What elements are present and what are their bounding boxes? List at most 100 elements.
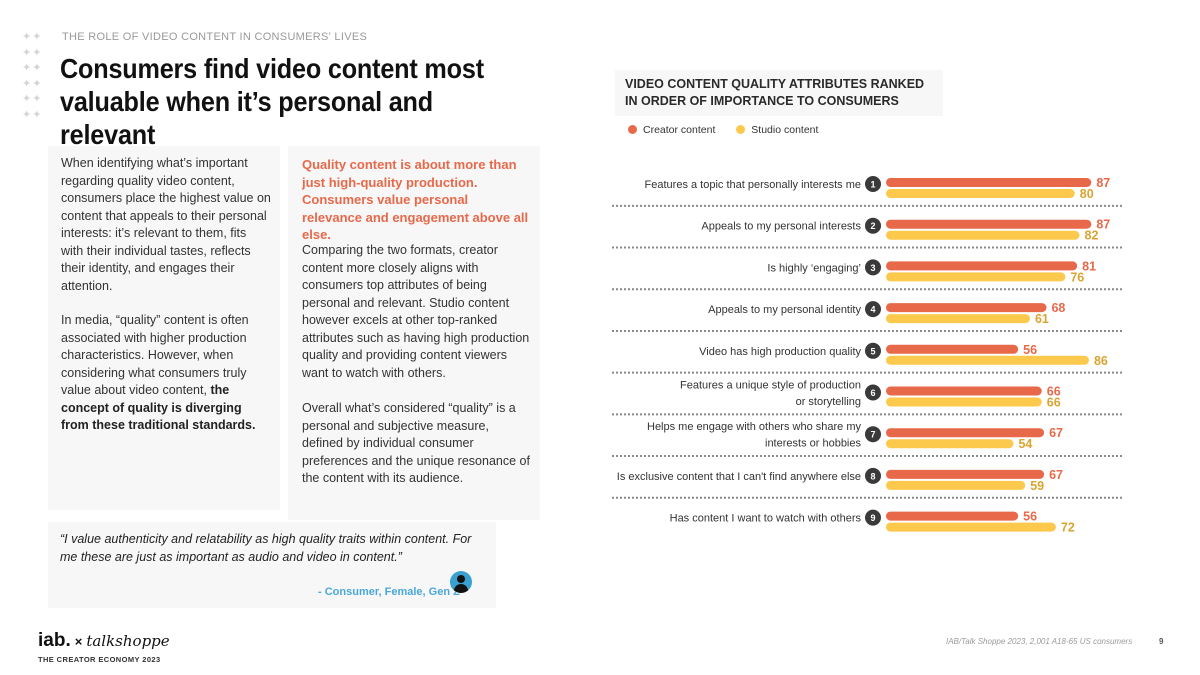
studio-value-label: 76	[1070, 270, 1084, 284]
rank-number: 8	[870, 471, 875, 481]
rank-badge	[865, 426, 881, 443]
category-label-line: Is highly ‘engaging’	[767, 262, 861, 274]
rank-number: 4	[870, 305, 875, 315]
rank-badge	[865, 217, 881, 234]
rank-badge	[865, 301, 881, 318]
logo-separator: ×	[74, 634, 83, 649]
studio-value-label: 66	[1047, 396, 1061, 410]
creator-bar	[886, 511, 1019, 521]
attribute-bar-chart: Features a topic that personally interes…	[612, 176, 1124, 535]
studio-value-label: 82	[1085, 229, 1099, 243]
category-label: Features a topic that personally interes…	[645, 179, 861, 191]
legend-label-creator: Creator content	[643, 124, 716, 136]
studio-value-label: 72	[1061, 521, 1075, 535]
decorative-dot-grid: ✦✦ ✦✦ ✦✦ ✦✦ ✦✦ ✦✦	[22, 31, 43, 121]
creator-value-label: 67	[1049, 426, 1063, 440]
creator-value-label: 56	[1023, 510, 1037, 524]
category-label: Has content I want to watch with others	[670, 513, 862, 525]
rank-number: 5	[870, 346, 875, 356]
page-number: 9	[1159, 637, 1164, 646]
category-label-line: Is exclusive content that I can't find a…	[617, 471, 861, 483]
studio-bar	[886, 439, 1014, 449]
creator-bar	[886, 469, 1045, 479]
category-label-line: or storytelling	[796, 396, 861, 408]
category-label: Video has high production quality	[699, 346, 861, 358]
category-label: Is exclusive content that I can't find a…	[617, 471, 861, 483]
left-paragraph-2: In media, “quality” content is often ass…	[61, 312, 271, 435]
person-icon	[450, 571, 472, 593]
studio-bar	[886, 355, 1089, 365]
creator-bar	[886, 178, 1092, 187]
creator-bar	[886, 303, 1047, 313]
studio-bar	[886, 522, 1056, 532]
creator-bar	[886, 386, 1042, 396]
left-paragraph-1: When identifying what’s important regard…	[61, 156, 271, 293]
category-label-line: Appeals to my personal identity	[708, 304, 861, 316]
category-label-line: Features a topic that personally interes…	[645, 179, 861, 191]
rank-number: 6	[870, 388, 875, 398]
creator-value-label: 66	[1047, 385, 1061, 399]
category-label: Appeals to my personal identity	[708, 304, 861, 316]
studio-bar	[886, 272, 1066, 282]
rank-badge	[865, 259, 881, 276]
studio-value-label: 59	[1030, 479, 1044, 493]
creator-value-label: 81	[1082, 259, 1096, 273]
category-label-line: Helps me engage with others who share my	[647, 421, 861, 433]
category-label: Appeals to my personal interests	[701, 221, 861, 233]
chart-title: VIDEO CONTENT QUALITY ATTRIBUTES RANKED …	[625, 77, 925, 108]
left-text-panel	[48, 146, 280, 510]
category-label-line: Appeals to my personal interests	[701, 221, 861, 233]
rank-number: 7	[870, 430, 875, 440]
highlight-statement: Quality content is about more than just …	[302, 157, 529, 242]
rank-number: 1	[870, 180, 875, 190]
category-label-line: Video has high production quality	[699, 346, 861, 358]
studio-value-label: 80	[1080, 187, 1094, 201]
category-label: Is highly ‘engaging’	[767, 262, 861, 274]
category-label: Helps me engage with others who share my…	[647, 421, 861, 450]
chart-legend: Creator content Studio content	[628, 124, 836, 136]
middle-paragraph-1: Comparing the two formats, creator conte…	[302, 243, 530, 380]
source-note: IAB/Talk Shoppe 2023, 2,001 A18-65 US co…	[946, 637, 1133, 646]
studio-bar	[886, 230, 1080, 240]
rank-number: 9	[870, 513, 875, 523]
creator-value-label: 87	[1096, 176, 1110, 190]
legend-item-creator: Creator content	[628, 124, 715, 136]
rank-badge	[865, 176, 881, 192]
creator-value-label: 56	[1023, 343, 1037, 357]
creator-legend-dot	[628, 125, 637, 134]
category-label-line: interests or hobbies	[765, 437, 861, 449]
rank-badge	[865, 342, 881, 359]
page-title: Consumers find video content most valuab…	[60, 53, 484, 150]
creator-bar	[886, 428, 1045, 438]
studio-bar	[886, 189, 1075, 198]
middle-paragraph-2: Overall what’s considered “quality” is a…	[302, 401, 530, 485]
studio-bar	[886, 397, 1042, 407]
consumer-quote: “I value authenticity and relatability a…	[60, 532, 472, 564]
rank-badge	[865, 467, 881, 484]
creator-value-label: 67	[1049, 468, 1063, 482]
quote-panel	[48, 522, 496, 608]
category-label-line: Has content I want to watch with others	[670, 513, 862, 525]
creator-bar	[886, 219, 1092, 229]
legend-label-studio: Studio content	[751, 124, 819, 136]
creator-value-label: 68	[1051, 301, 1065, 315]
creator-bar	[886, 344, 1019, 354]
studio-legend-dot	[736, 125, 746, 134]
left-paragraph-2-text: In media, “quality” content is often ass…	[61, 313, 249, 397]
studio-value-label: 61	[1035, 312, 1049, 326]
report-name: THE CREATOR ECONOMY 2023	[38, 655, 161, 664]
studio-bar	[886, 480, 1026, 490]
section-kicker: THE ROLE OF VIDEO CONTENT IN CONSUMERS' …	[62, 31, 368, 43]
middle-text-panel	[288, 146, 540, 520]
talkshoppe-logo: talkshoppe	[86, 632, 170, 650]
rank-number: 3	[870, 263, 875, 273]
studio-value-label: 86	[1094, 354, 1108, 368]
chart-title-panel	[615, 70, 943, 116]
category-label-line: Features a unique style of production	[680, 379, 861, 391]
legend-item-studio: Studio content	[736, 124, 818, 136]
rank-badge	[865, 384, 881, 401]
studio-value-label: 54	[1018, 437, 1032, 451]
studio-bar	[886, 314, 1030, 324]
creator-value-label: 87	[1096, 218, 1110, 232]
iab-logo: iab.	[38, 630, 71, 651]
